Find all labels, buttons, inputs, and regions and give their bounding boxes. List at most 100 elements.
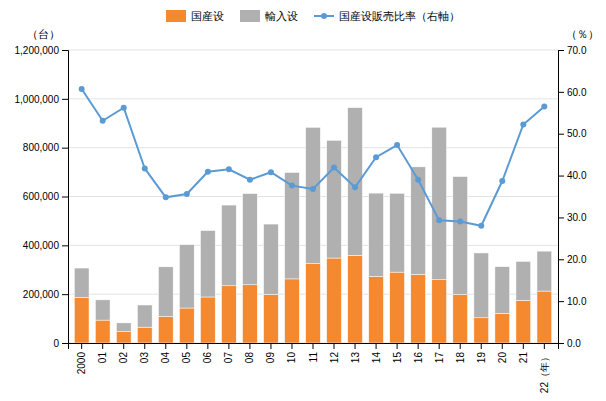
legend-item: 国産设販売比率（右軸）: [314, 10, 460, 23]
point: [478, 223, 484, 229]
tick-label: 30.0: [567, 212, 587, 223]
tick-mark: [62, 294, 68, 295]
bar: [369, 276, 384, 343]
point: [436, 217, 442, 223]
tick-mark: [270, 343, 271, 349]
tick-mark: [102, 343, 103, 349]
tick-mark: [558, 50, 564, 51]
bar: [516, 261, 531, 300]
legend-item: 輸入设: [240, 10, 298, 23]
bar: [95, 300, 110, 320]
tick-mark: [186, 343, 187, 349]
tick: 20.0: [558, 254, 587, 265]
tick: 40.0: [558, 170, 587, 181]
tick: 50.0: [558, 128, 587, 139]
point: [226, 166, 232, 172]
tick-mark: [558, 259, 564, 260]
tick-mark: [481, 343, 482, 349]
tick-label: 03: [139, 352, 150, 364]
tick: 19: [476, 343, 487, 363]
tick-label: 600,000: [23, 191, 60, 202]
line: [82, 89, 545, 226]
point: [457, 219, 463, 225]
grid-line: [68, 98, 558, 99]
point: [142, 165, 148, 171]
axis-line: [69, 344, 559, 350]
bar: [327, 258, 342, 343]
tick-label: 60.0: [567, 87, 587, 98]
tick-label: 10: [286, 352, 297, 364]
tick-label: 20: [497, 352, 508, 364]
tick-mark: [62, 343, 68, 344]
tick-mark: [62, 197, 68, 198]
tick-mark: [207, 343, 208, 349]
tick-label: 07: [223, 352, 234, 364]
tick: 1,000,000: [15, 94, 69, 105]
tick: 18: [455, 343, 466, 363]
tick-label: 18: [455, 352, 466, 364]
tick-label: 16: [413, 352, 424, 364]
bar: [137, 305, 152, 327]
x-axis: 2000010203040506070809101112131415161718…: [69, 343, 559, 393]
bar: [179, 308, 194, 343]
point: [310, 186, 316, 192]
tick: 12: [329, 343, 340, 363]
grid: [68, 50, 558, 343]
point: [247, 177, 253, 183]
point: [541, 104, 547, 110]
tick-mark: [62, 99, 68, 100]
tick-label: 20.0: [567, 254, 587, 265]
bar: [369, 193, 384, 276]
tick-label: 1,000,000: [15, 94, 60, 105]
bar: [327, 140, 342, 258]
bar: [222, 205, 237, 286]
bar: [474, 318, 489, 343]
tick: 09: [265, 343, 276, 363]
bar: [116, 323, 131, 332]
bar: [158, 267, 173, 317]
bar: [348, 255, 363, 343]
axis-line: [62, 51, 69, 344]
tick-mark: [81, 343, 82, 349]
bar: [474, 253, 489, 318]
tick: 10.0: [558, 296, 587, 307]
legend: 国産设 輸入设 国産设販売比率（右軸）: [166, 10, 460, 23]
bar: [516, 300, 531, 343]
tick: 22（年）: [539, 343, 550, 393]
tick-label: 06: [202, 352, 213, 364]
tick-label: 50.0: [567, 128, 587, 139]
chart: 2000010203040506070809101112131415161718…: [0, 0, 606, 401]
y2-axis: 0.0 10.0 20.0 30.0 40.0 50.0 60.0 70.0: [558, 45, 587, 349]
point: [289, 183, 295, 189]
tick: 02: [118, 343, 129, 363]
bar: [285, 279, 300, 343]
tick-mark: [355, 343, 356, 349]
tick-label: 70.0: [567, 45, 587, 56]
tick-mark: [165, 343, 166, 349]
tick: 15: [392, 343, 403, 363]
tick: 11: [308, 343, 319, 362]
tick: 600,000: [23, 191, 68, 202]
tick: 400,000: [23, 240, 68, 251]
point: [394, 142, 400, 148]
point: [331, 165, 337, 171]
tick-mark: [249, 343, 250, 349]
point: [415, 177, 421, 183]
tick-label: 40.0: [567, 170, 587, 181]
tick-label: 22（年）: [539, 352, 550, 393]
tick: 05: [181, 343, 192, 363]
legend-item: 国産设: [166, 10, 224, 23]
tick-label: 15: [392, 352, 403, 364]
tick-label: 04: [160, 352, 171, 364]
tick: 70.0: [558, 45, 587, 56]
point: [352, 184, 358, 190]
y2-axis-title: （％）: [566, 28, 599, 41]
tick-label: 08: [244, 352, 255, 364]
tick-mark: [123, 343, 124, 349]
tick: 0.0: [558, 338, 581, 349]
tick: 10: [286, 343, 297, 363]
point: [121, 105, 127, 111]
tick: 16: [413, 343, 424, 363]
bar: [158, 316, 173, 343]
tick-label: 200,000: [23, 289, 60, 300]
